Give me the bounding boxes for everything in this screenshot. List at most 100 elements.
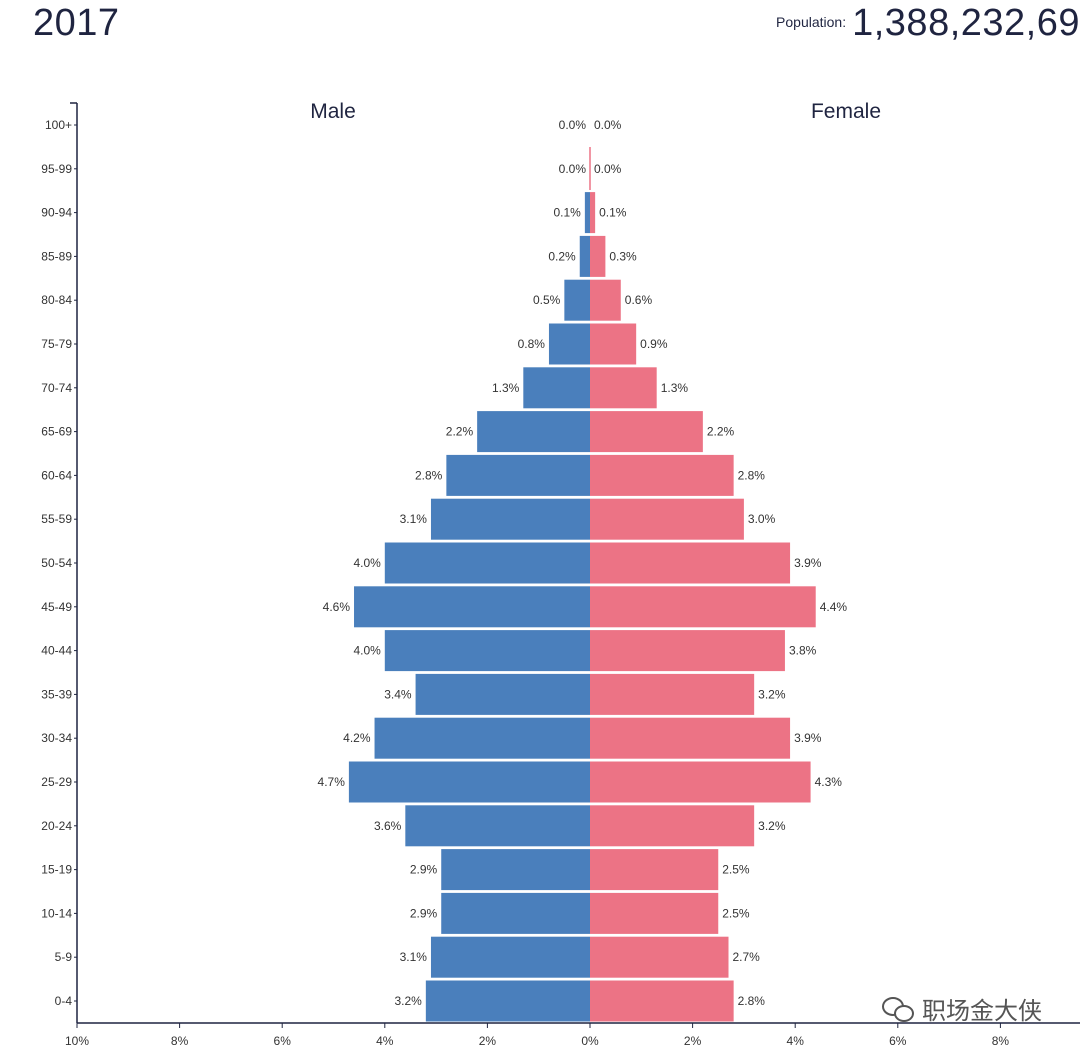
female-label-65-69: 2.2% [707, 425, 735, 439]
male-bar-40-44 [384, 630, 590, 672]
male-label-35-39: 3.4% [384, 687, 412, 701]
male-bar-20-24 [405, 805, 590, 847]
male-label-0-4: 3.2% [394, 994, 422, 1008]
male-bar-60-64 [446, 454, 590, 496]
male-label-55-59: 3.1% [400, 512, 428, 526]
female-label-15-19: 2.5% [722, 863, 750, 877]
male-label-80-84: 0.5% [533, 293, 561, 307]
female-bar-15-19 [590, 849, 719, 891]
female-label-70-74: 1.3% [661, 381, 689, 395]
female-label-40-44: 3.8% [789, 644, 817, 658]
male-bar-80-84 [564, 279, 590, 321]
female-bar-50-54 [590, 542, 791, 584]
female-bar-25-29 [590, 761, 811, 803]
age-tick-20-24: 20-24 [41, 819, 72, 833]
female-label-100+: 0.0% [594, 118, 622, 132]
age-tick-35-39: 35-39 [41, 687, 72, 701]
female-bar-55-59 [590, 498, 744, 540]
female-bar-80-84 [590, 279, 621, 321]
x-tick-8: 6% [889, 1034, 907, 1048]
female-bar-60-64 [590, 454, 734, 496]
x-tick-7: 4% [787, 1034, 805, 1048]
male-label-100+: 0.0% [559, 118, 587, 132]
age-tick-90-94: 90-94 [41, 206, 72, 220]
female-label-90-94: 0.1% [599, 206, 627, 220]
male-label-95-99: 0.0% [559, 162, 587, 176]
male-header: Male [310, 100, 356, 123]
age-tick-5-9: 5-9 [55, 950, 73, 964]
age-tick-60-64: 60-64 [41, 468, 72, 482]
age-tick-10-14: 10-14 [41, 906, 72, 920]
age-tick-40-44: 40-44 [41, 644, 72, 658]
age-tick-55-59: 55-59 [41, 512, 72, 526]
female-bar-20-24 [590, 805, 755, 847]
age-tick-45-49: 45-49 [41, 600, 72, 614]
population-label: Population: [776, 14, 847, 30]
age-tick-50-54: 50-54 [41, 556, 72, 570]
female-label-55-59: 3.0% [748, 512, 776, 526]
wechat-icon [882, 995, 914, 1023]
female-bar-90-94 [590, 192, 596, 234]
x-tick-6: 2% [684, 1034, 702, 1048]
female-bar-40-44 [590, 630, 785, 672]
female-label-5-9: 2.7% [733, 950, 761, 964]
watermark: 职场金大侠 [882, 991, 1042, 1026]
male-bar-85-89 [579, 235, 590, 277]
female-label-10-14: 2.5% [722, 906, 750, 920]
female-label-45-49: 4.4% [820, 600, 848, 614]
age-tick-100+: 100+ [45, 118, 72, 132]
female-label-30-34: 3.9% [794, 731, 822, 745]
age-tick-65-69: 65-69 [41, 425, 72, 439]
male-bar-0-4 [425, 980, 590, 1022]
male-bar-10-14 [441, 892, 590, 934]
age-tick-25-29: 25-29 [41, 775, 72, 789]
age-tick-80-84: 80-84 [41, 293, 72, 307]
year-title: 2017 [33, 2, 120, 44]
male-label-30-34: 4.2% [343, 731, 371, 745]
female-label-85-89: 0.3% [609, 249, 637, 263]
female-label-0-4: 2.8% [738, 994, 766, 1008]
male-label-25-29: 4.7% [318, 775, 346, 789]
male-label-45-49: 4.6% [323, 600, 351, 614]
age-tick-70-74: 70-74 [41, 381, 72, 395]
male-bar-45-49 [354, 586, 590, 628]
female-label-50-54: 3.9% [794, 556, 822, 570]
male-bar-65-69 [477, 411, 590, 453]
male-bar-75-79 [548, 323, 590, 365]
x-tick-9: 8% [992, 1034, 1010, 1048]
female-bar-30-34 [590, 717, 791, 759]
x-tick-0: 10% [65, 1034, 89, 1048]
male-label-70-74: 1.3% [492, 381, 520, 395]
female-label-60-64: 2.8% [738, 468, 766, 482]
female-label-25-29: 4.3% [815, 775, 843, 789]
male-bar-5-9 [430, 936, 590, 978]
age-tick-30-34: 30-34 [41, 731, 72, 745]
male-label-5-9: 3.1% [400, 950, 428, 964]
age-tick-0-4: 0-4 [55, 994, 73, 1008]
watermark-text: 职场金大侠 [922, 998, 1042, 1025]
x-tick-4: 2% [479, 1034, 497, 1048]
female-label-95-99: 0.0% [594, 162, 622, 176]
male-bar-90-94 [584, 192, 590, 234]
male-bar-35-39 [415, 673, 590, 715]
female-bar-5-9 [590, 936, 729, 978]
population-readout: Population: 1,388,232,69 [776, 2, 1080, 45]
male-bar-30-34 [374, 717, 590, 759]
male-label-90-94: 0.1% [554, 206, 582, 220]
male-bar-25-29 [348, 761, 590, 803]
male-bar-55-59 [430, 498, 590, 540]
male-label-75-79: 0.8% [518, 337, 546, 351]
x-tick-5: 0% [581, 1034, 599, 1048]
male-label-15-19: 2.9% [410, 863, 438, 877]
age-tick-15-19: 15-19 [41, 863, 72, 877]
age-tick-85-89: 85-89 [41, 249, 72, 263]
female-bar-85-89 [590, 235, 606, 277]
male-label-40-44: 4.0% [353, 644, 381, 658]
x-tick-3: 4% [376, 1034, 394, 1048]
female-bar-35-39 [590, 673, 755, 715]
male-bar-15-19 [441, 849, 590, 891]
male-label-20-24: 3.6% [374, 819, 402, 833]
female-bar-70-74 [590, 367, 657, 409]
male-label-50-54: 4.0% [353, 556, 381, 570]
